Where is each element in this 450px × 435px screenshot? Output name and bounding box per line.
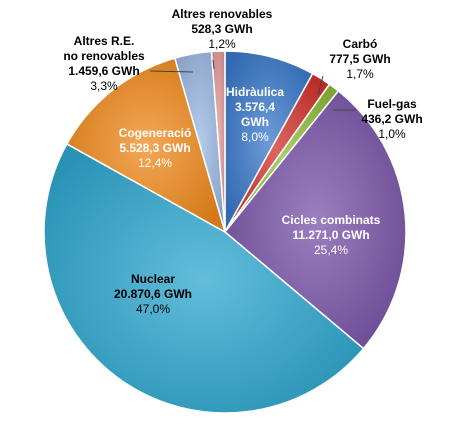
label-nuclear: Nuclear 20.870,6 GWh 47,0% (114, 272, 192, 316)
leader-altres-r-e-no-renovables (149, 70, 194, 73)
label-altres-r-e-no-renovables: Altres R.E. no renovables 1.459,6 GWh 3,3% (63, 34, 145, 93)
slice-nuclear (43, 142, 365, 414)
label-hidraulica: Hidràulica 3.576,4 GWh 8,0% (226, 85, 284, 144)
label-altres-renovables: Altres renovables 528,3 GWh 1,2% (172, 7, 273, 51)
pie-slices (43, 50, 407, 414)
leader-carbo (317, 75, 324, 96)
slice-hidraulica (224, 50, 314, 235)
label-fuel-gas: Fuel-gas 436,2 GWh 1,0% (361, 97, 422, 141)
slice-altres-renovables (210, 50, 226, 233)
label-carbo: Carbó 777,5 GWh 1,7% (329, 37, 390, 81)
leader-lines (149, 59, 356, 111)
slice-cicles-combinats (223, 89, 407, 350)
slice-labels: Hidràulica 3.576,4 GWh 8,0% Carbó 777,5 GWh 1,… (63, 7, 422, 316)
label-cogeneracio: Cogeneració 5.528,3 GWh 12,4% (119, 126, 192, 170)
leader-altres-renovables (212, 59, 215, 70)
label-cicles-combinats: Cicles combinats 11.271,0 GWh 25,4% (282, 213, 381, 257)
slice-cogeneracio (65, 57, 227, 234)
